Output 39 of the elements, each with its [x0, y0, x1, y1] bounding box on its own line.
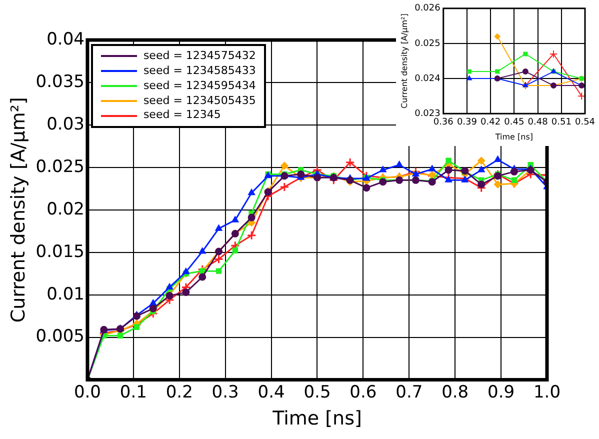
x-tick-label: 0.3 [212, 382, 239, 402]
y-tick-label: 0.023 [414, 108, 440, 119]
y-axis-title: Current density [A/μm²] [400, 14, 409, 108]
x-tick-label: 0.4 [258, 382, 285, 402]
legend-label: seed = 1234585433 [143, 64, 256, 79]
x-tick-label: 0.36 [433, 117, 454, 128]
y-tick-label: 0.02 [46, 199, 84, 220]
x-tick-label: 0.8 [442, 382, 469, 402]
x-tick-label: 0.6 [350, 382, 377, 402]
x-tick-label: 0.7 [396, 382, 423, 402]
y-tick-label: 0.035 [36, 72, 84, 92]
y-tick-label: 0.04 [46, 29, 84, 50]
y-tick-label: 0.03 [46, 114, 84, 134]
x-tick-label: 0.45 [504, 117, 524, 128]
legend-label: seed = 1234505435 [143, 94, 256, 108]
x-tick-label: 0.2 [166, 382, 193, 402]
legend-label: seed = 1234575432 [143, 49, 256, 64]
y-tick-label: 0.025 [36, 156, 84, 177]
x-axis-title: Time [ns] [494, 132, 533, 142]
x-tick-label: 0.0 [74, 382, 101, 402]
x-axis-title: Time [ns] [272, 408, 362, 430]
y-axis-title: Current density [A/μm²] [7, 97, 30, 323]
x-tick-label: 1.0 [533, 382, 561, 402]
legend-label: seed = 12345 [143, 108, 221, 124]
x-tick-label: 0.5 [304, 382, 331, 402]
legend-label: seed = 1234595434 [143, 78, 256, 94]
y-tick-label: 0.026 [414, 4, 441, 14]
y-tick-label: 0.025 [414, 38, 440, 49]
x-tick-label: 0.1 [120, 382, 147, 402]
x-tick-label: 0.48 [528, 117, 548, 128]
x-tick-label: 0.42 [480, 117, 501, 128]
y-tick-label: 0.015 [36, 242, 84, 262]
x-tick-label: 0.54 [574, 117, 596, 128]
x-tick-label: 0.51 [551, 117, 572, 128]
y-tick-label: 0.024 [414, 74, 441, 84]
y-tick-label: 0.005 [36, 326, 84, 347]
x-tick-label: 0.9 [488, 382, 515, 402]
y-tick-label: 0.01 [46, 284, 84, 304]
x-tick-label: 0.39 [456, 117, 478, 128]
